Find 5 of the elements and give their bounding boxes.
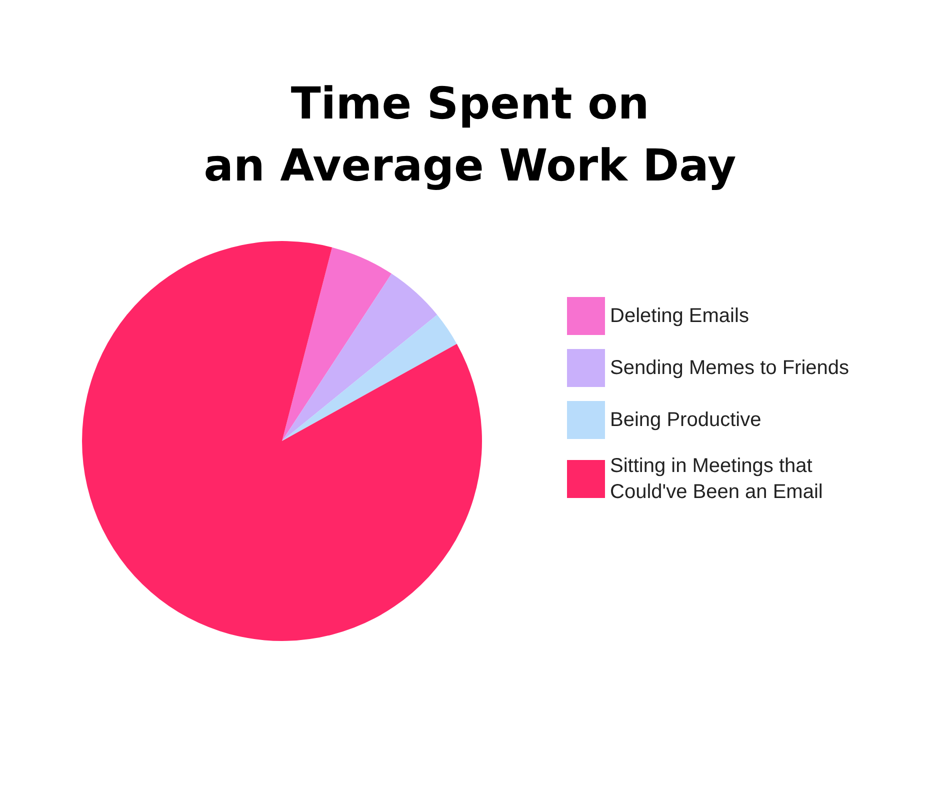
legend-label: Sitting in Meetings that Could've Been an Email xyxy=(610,455,823,503)
chart-title: Time Spent on an Average Work Day xyxy=(204,78,736,192)
legend-label: Deleting Emails xyxy=(610,305,749,327)
legend-label: Sending Memes to Friends xyxy=(610,357,850,379)
legend-label: Being Productive xyxy=(610,409,762,431)
